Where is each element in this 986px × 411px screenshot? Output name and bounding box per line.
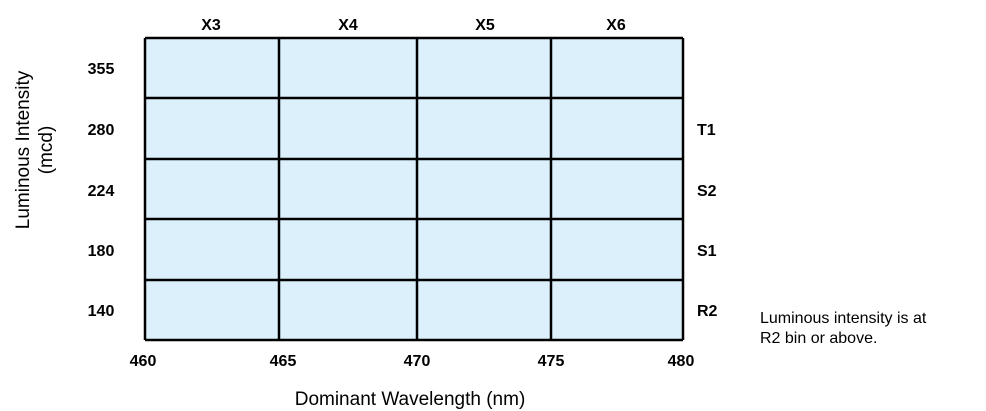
bin-cell-r0-c3: [551, 38, 683, 98]
bin-cell-r0-c2: [417, 38, 551, 98]
bin-cells: [145, 38, 683, 340]
bin-cell-r4-c3: [551, 280, 683, 340]
x-tick-465: 465: [270, 353, 297, 370]
note-line1: Luminous intensity is at: [760, 310, 927, 327]
bin-cell-r1-c0: [145, 98, 279, 159]
bin-cell-r3-c1: [279, 219, 417, 280]
note-line2: R2 bin or above.: [760, 330, 877, 347]
bin-cell-r3-c2: [417, 219, 551, 280]
bin-cell-r0-c1: [279, 38, 417, 98]
bin-grid: [143, 36, 685, 342]
bin-cell-r2-c3: [551, 159, 683, 219]
bin-cell-r2-c1: [279, 159, 417, 219]
bin-cell-r1-c2: [417, 98, 551, 159]
y-tick-355: 355: [88, 61, 115, 78]
y-axis-title-line1: Luminous Intensity: [13, 70, 34, 229]
x-tick-480: 480: [668, 353, 695, 370]
bin-cell-r3-c3: [551, 219, 683, 280]
x-axis-title: Dominant Wavelength (nm): [295, 389, 526, 410]
column-header-x5: X5: [475, 17, 495, 34]
x-tick-470: 470: [404, 353, 431, 370]
bin-cell-r4-c0: [145, 280, 279, 340]
y-tick-140: 140: [88, 303, 115, 320]
bin-cell-r1-c1: [279, 98, 417, 159]
y-tick-224: 224: [88, 183, 115, 200]
column-header-x4: X4: [338, 17, 358, 34]
x-tick-460: 460: [130, 353, 157, 370]
bin-cell-r0-c0: [145, 38, 279, 98]
bin-cell-r3-c0: [145, 219, 279, 280]
bin-cell-r4-c1: [279, 280, 417, 340]
bin-cell-r2-c0: [145, 159, 279, 219]
y-tick-180: 180: [88, 243, 115, 260]
row-bin-t1: T1: [697, 122, 716, 139]
bin-cell-r2-c2: [417, 159, 551, 219]
x-tick-475: 475: [538, 353, 565, 370]
column-header-x6: X6: [606, 17, 626, 34]
row-bin-s1: S1: [697, 243, 717, 260]
row-bin-r2: R2: [697, 303, 718, 320]
bin-cell-r4-c2: [417, 280, 551, 340]
column-header-x3: X3: [201, 17, 221, 34]
row-bin-s2: S2: [697, 183, 717, 200]
y-tick-280: 280: [88, 122, 115, 139]
bin-cell-r1-c3: [551, 98, 683, 159]
y-axis-title-line2: (mcd): [36, 126, 57, 175]
